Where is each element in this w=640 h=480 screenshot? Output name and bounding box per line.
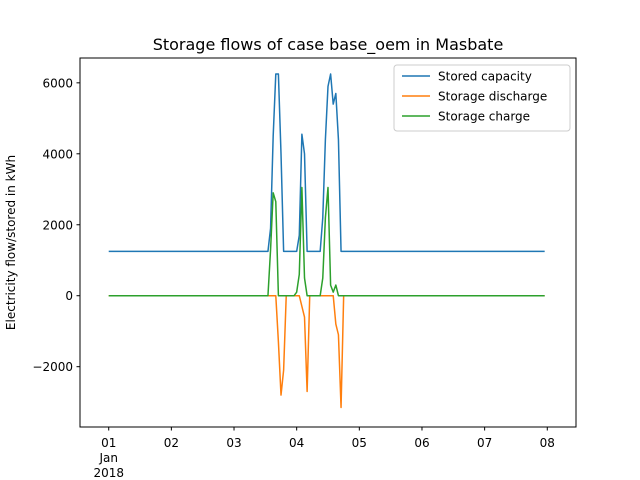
x-tick-label: 07 bbox=[477, 436, 492, 450]
y-axis: −2000 0 2000 4000 6000 bbox=[32, 76, 80, 374]
x-tick-label: 08 bbox=[540, 436, 555, 450]
x-tick-label: Jan bbox=[98, 451, 118, 465]
plot-lines bbox=[108, 73, 545, 409]
y-axis-label: Electricity flow/stored in kWh bbox=[4, 155, 18, 330]
legend-label-2: Storage charge bbox=[438, 110, 530, 124]
x-tick-label: 04 bbox=[289, 436, 304, 450]
x-tick-label: 03 bbox=[226, 436, 241, 450]
legend: Stored capacity Storage discharge Storage … bbox=[393, 64, 571, 132]
chart-title: Storage flows of case base_oem in Masbat… bbox=[153, 35, 504, 55]
x-tick-label: 05 bbox=[352, 436, 367, 450]
plot-frame bbox=[79, 57, 577, 428]
y-tick-label: 2000 bbox=[42, 218, 73, 232]
x-tick-label: 01 bbox=[101, 436, 116, 450]
y-tick-label: 0 bbox=[65, 289, 73, 303]
y-tick-label: 4000 bbox=[42, 147, 73, 161]
y-tick-label: −2000 bbox=[32, 360, 73, 374]
series-line-2 bbox=[108, 186, 545, 297]
x-tick-label: 02 bbox=[164, 436, 179, 450]
legend-label-0: Stored capacity bbox=[438, 70, 532, 84]
series-line-0 bbox=[108, 73, 545, 253]
legend-label-1: Storage discharge bbox=[438, 90, 547, 104]
y-tick-label: 6000 bbox=[42, 76, 73, 90]
x-tick-label: 06 bbox=[414, 436, 429, 450]
legend-box bbox=[393, 64, 571, 132]
x-tick-label: 2018 bbox=[93, 466, 124, 480]
